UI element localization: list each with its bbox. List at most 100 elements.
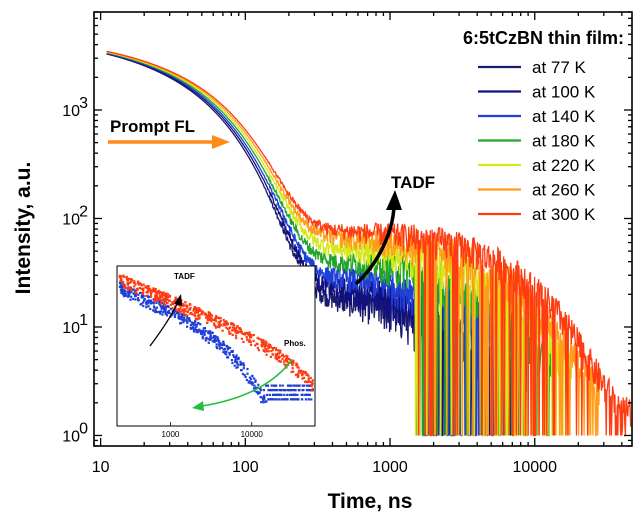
inset-point [246,338,249,341]
inset-point [223,347,226,350]
inset-point [186,317,189,320]
inset-point [153,306,156,310]
inset-point [140,294,143,297]
inset-point [245,378,248,382]
inset-point [189,308,192,311]
inset-point [279,351,282,354]
tadf-arrow-line [354,205,396,286]
prompt-fl-arrow-head [212,135,230,149]
inset-point [256,346,259,350]
inset-point [252,339,255,342]
inset-point [257,392,260,395]
inset-point [165,314,168,317]
inset-point [292,389,295,392]
inset-point [302,370,305,373]
inset-point [134,294,137,298]
inset-point [236,329,239,332]
inset-point [161,301,164,305]
inset-point [289,358,292,361]
inset-point [294,389,297,392]
inset-point [262,348,265,352]
inset-point [143,298,146,301]
x-tick-label: 10 [92,459,110,476]
inset-point [231,350,234,353]
inset-point [264,340,267,343]
inset-point [257,349,260,352]
inset-point [179,306,182,309]
inset-point [118,274,121,277]
inset-point [142,283,145,286]
inset-point [271,398,274,401]
inset-point [307,384,310,387]
inset-point [181,308,184,311]
inset-point [250,335,253,338]
inset-point [242,364,245,367]
inset-point [186,325,189,328]
inset-point [292,359,295,362]
inset-point [221,343,224,346]
inset-point [120,291,124,294]
inset-point [311,379,314,382]
inset-point [245,331,248,335]
inset-point [159,290,162,294]
inset-point [239,328,242,331]
series-layer [106,50,632,437]
inset-point [291,398,294,401]
inset-point [150,293,153,296]
inset-point [126,278,129,282]
inset-point [189,327,193,330]
inset-point [217,324,221,327]
inset-point [186,304,189,307]
inset-point [249,382,252,385]
inset-point [137,297,140,300]
inset-point [162,310,165,314]
inset-point [218,320,222,324]
inset-point [137,280,140,283]
inset-point [183,309,186,312]
inset-point [274,393,278,396]
inset-point [166,302,169,305]
inset-point [196,308,199,311]
inset-point [302,376,306,379]
inset-point [274,354,277,358]
inset-point [210,317,213,320]
inset-point [260,340,263,344]
inset-point [248,334,251,338]
inset-point [267,347,270,350]
inset-point [161,305,164,308]
inset-point [118,285,121,288]
inset-point [147,300,151,303]
inset-point [208,332,211,335]
inset-point [267,389,270,392]
inset-point [225,320,228,323]
legend-entry-label: at 180 K [532,132,596,151]
inset-point [212,335,215,338]
inset-point [286,384,290,387]
inset-point [169,303,172,306]
inset-point [204,330,207,333]
inset-point [236,361,239,364]
inset-point [273,389,276,392]
inset-point [217,337,220,340]
inset-point [292,362,295,365]
inset-point [240,369,243,372]
inset-point [254,380,257,384]
inset-point [218,345,221,348]
inset-point [147,289,150,292]
inset-point [266,350,269,353]
y-tick-exponent: 1 [79,312,88,329]
inset-point [194,326,197,329]
inset-point [122,274,125,277]
inset-point [159,310,162,313]
inset-point [197,321,200,325]
legend-entry-label: at 77 K [532,58,587,77]
inset-point [305,381,308,384]
inset-point [187,308,190,311]
inset-point [164,299,167,302]
inset-point [248,331,251,334]
inset-point [219,317,222,320]
inset-point [181,309,184,312]
inset-point [177,308,180,311]
inset-point [271,348,274,351]
inset-point [304,393,307,396]
